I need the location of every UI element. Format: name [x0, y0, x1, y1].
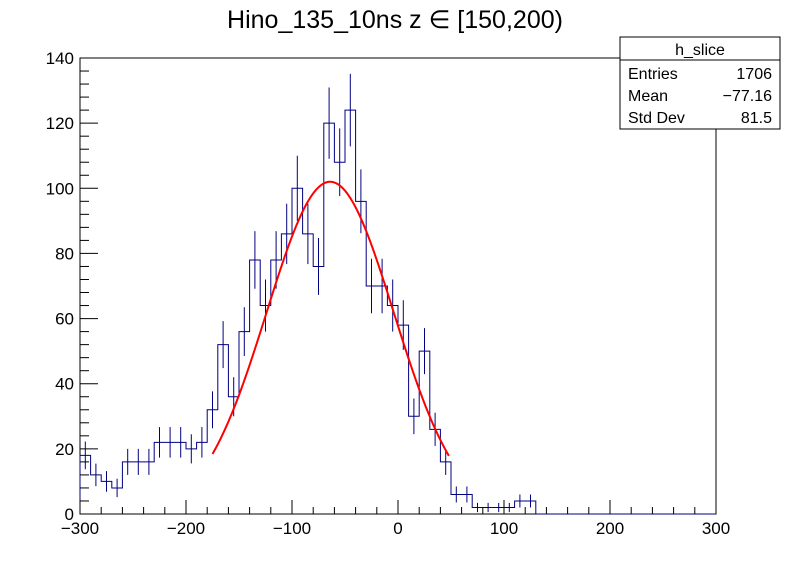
y-tick-label: 140: [46, 49, 74, 68]
error-bars: [84, 73, 531, 513]
x-tick-label: −300: [61, 519, 99, 538]
y-tick-label: 20: [55, 440, 74, 459]
y-tick-label: 60: [55, 310, 74, 329]
x-tick-label: 100: [490, 519, 518, 538]
stats-value-mean: −77.16: [723, 88, 772, 105]
x-tick-label: 300: [702, 519, 730, 538]
stats-value-entries: 1706: [736, 66, 772, 83]
fit-line: [211, 180, 450, 457]
stats-value-stddev: 81.5: [741, 110, 772, 127]
stats-label-entries: Entries: [628, 66, 678, 83]
stats-box: h_slice Entries 1706 Mean −77.16 Std Dev…: [619, 36, 781, 130]
x-tick-label: −200: [167, 519, 205, 538]
y-tick-label: 40: [55, 375, 74, 394]
chart-title: Hino_135_10ns z ∈ [150,200): [227, 6, 563, 34]
stats-label-stddev: Std Dev: [628, 110, 685, 127]
y-tick-label: 80: [55, 244, 74, 263]
x-tick-label: 0: [393, 519, 402, 538]
y-tick-label: 120: [46, 114, 74, 133]
stats-title: h_slice: [675, 42, 725, 59]
stats-label-mean: Mean: [628, 88, 668, 105]
y-axis: 0 20 40 60 80 100 120 140: [46, 49, 98, 524]
x-axis: −300 −200 −100 0 100 200 300: [61, 500, 730, 538]
gaussian-fit-curve: [211, 180, 450, 457]
histogram-series: [79, 109, 716, 515]
y-tick-label: 0: [65, 505, 74, 524]
x-tick-label: −100: [273, 519, 311, 538]
x-tick-label: 200: [596, 519, 624, 538]
y-tick-label: 100: [46, 179, 74, 198]
histogram-outline: [79, 109, 716, 515]
